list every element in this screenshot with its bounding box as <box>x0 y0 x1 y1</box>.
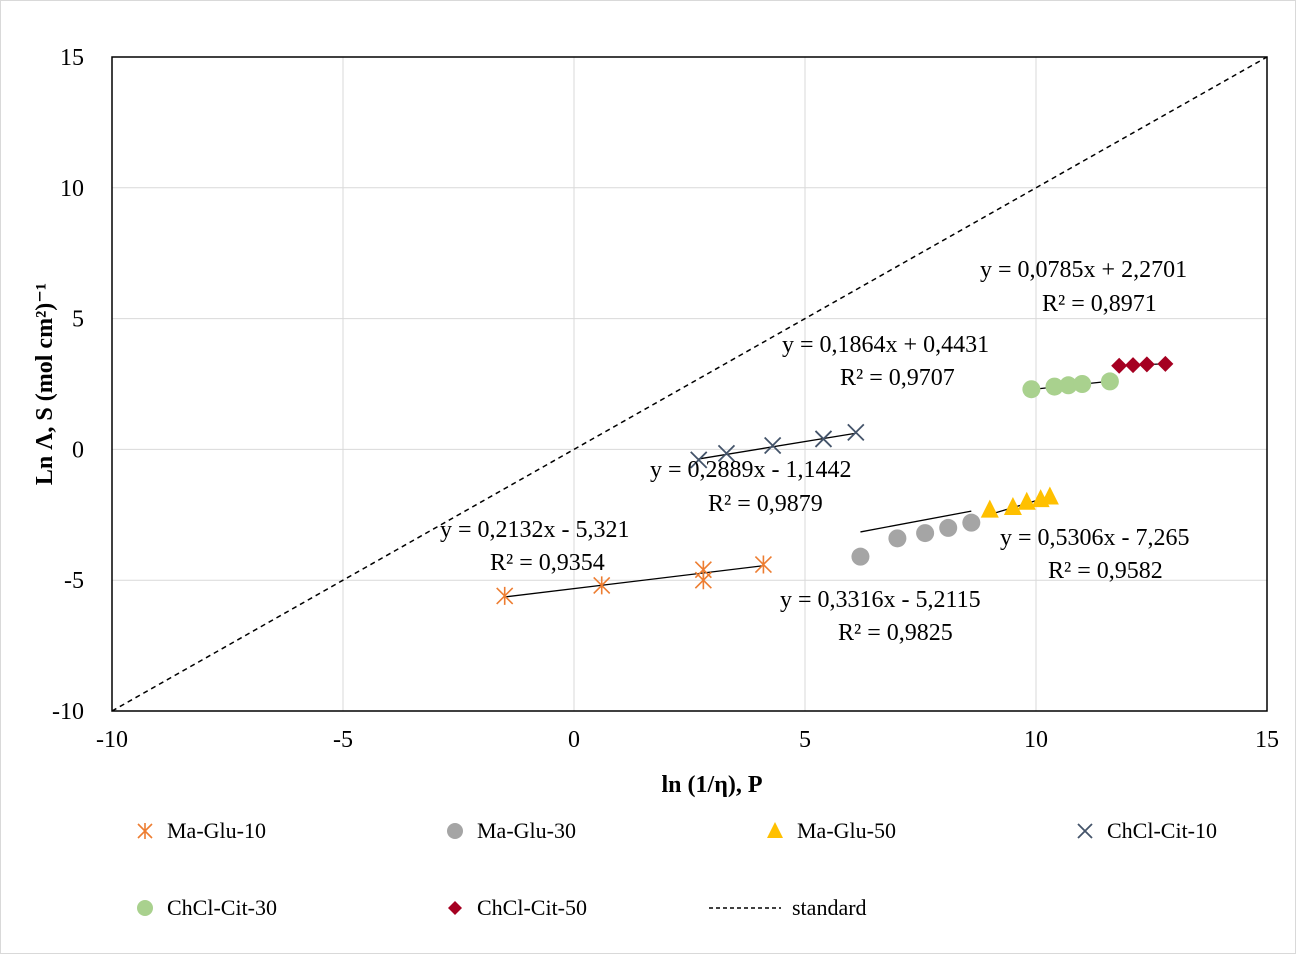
point-ma-glu-50 <box>980 499 999 518</box>
r2-chcl-cit-10: R² = 0,9879 <box>708 491 823 517</box>
equation-chcl-cit-10: y = 0,2889x - 1,1442 <box>650 457 852 483</box>
point-ma-glu-10 <box>593 576 611 595</box>
legend-marker-ma-glu-30 <box>447 823 463 839</box>
y-tick-label: -10 <box>52 699 84 725</box>
equation-chcl-cit-30: y = 0,1864x + 0,4431 <box>782 332 989 358</box>
point-ma-glu-30 <box>916 524 935 543</box>
trendline-chcl-cit-10 <box>698 432 856 460</box>
point-chcl-cit-50 <box>1125 357 1142 374</box>
x-axis-title: ln (1/η), P <box>662 772 763 798</box>
x-tick-label: 0 <box>568 727 580 753</box>
point-ma-glu-30 <box>939 518 958 537</box>
point-chcl-cit-10 <box>814 430 833 448</box>
legend-label-ma-glu-50: Ma-Glu-50 <box>797 818 896 843</box>
r2-ma-glu-50: R² = 0,9582 <box>1048 558 1163 584</box>
point-ma-glu-30 <box>851 547 870 566</box>
trendline-ma-glu-30 <box>860 510 972 533</box>
legend-label-ma-glu-30: Ma-Glu-30 <box>477 818 576 843</box>
standard-dashed-line <box>111 56 1268 712</box>
point-chcl-cit-30 <box>1073 375 1092 393</box>
point-chcl-cit-10 <box>690 451 708 469</box>
y-tick-label: 15 <box>60 45 84 71</box>
y-tick-label: 10 <box>60 176 84 202</box>
x-tick-label: 15 <box>1255 727 1279 753</box>
legend-label-standard: standard <box>792 895 867 920</box>
trendline-ma-glu-10 <box>504 565 764 598</box>
r2-chcl-cit-50: R² = 0,8971 <box>1042 291 1157 317</box>
legend-label-chcl-cit-10: ChCl-Cit-10 <box>1107 818 1217 843</box>
x-tick-label: 10 <box>1024 727 1048 753</box>
legend-label-ma-glu-10: Ma-Glu-10 <box>167 818 266 843</box>
r2-ma-glu-30: R² = 0,9825 <box>838 620 953 646</box>
point-ma-glu-50 <box>1040 486 1059 505</box>
point-chcl-cit-50 <box>1138 356 1155 373</box>
point-ma-glu-50 <box>1003 496 1022 515</box>
point-ma-glu-10 <box>694 571 712 590</box>
x-tick-label: -5 <box>333 727 353 753</box>
trendline-equations: y = 0,2132x - 5,321 R² = 0,9354 y = 0,3316… <box>440 257 1190 646</box>
point-chcl-cit-30 <box>1022 380 1041 399</box>
y-tick-label: -5 <box>64 568 84 594</box>
y-tick-label: 5 <box>72 307 84 333</box>
point-ma-glu-30 <box>888 529 907 548</box>
legend-label-chcl-cit-30: ChCl-Cit-30 <box>167 895 277 920</box>
plot-area-border <box>111 56 1268 712</box>
point-chcl-cit-50 <box>1111 357 1128 374</box>
legend-label-chcl-cit-50: ChCl-Cit-50 <box>477 895 587 920</box>
point-ma-glu-30 <box>962 513 981 532</box>
standard-line <box>111 56 1268 712</box>
r2-chcl-cit-30: R² = 0,9707 <box>840 365 955 391</box>
legend-marker-chcl-cit-50 <box>448 901 462 915</box>
equation-ma-glu-30: y = 0,3316x - 5,2115 <box>780 587 981 613</box>
legend-marker-chcl-cit-30 <box>137 900 153 916</box>
point-chcl-cit-10 <box>717 444 736 462</box>
y-tick-label: 0 <box>72 437 84 463</box>
x-tick-label: -10 <box>96 727 128 753</box>
point-ma-glu-10 <box>496 586 514 605</box>
y-axis-title: Ln Λ, S (mol cm²)⁻¹ <box>32 283 58 485</box>
r2-ma-glu-10: R² = 0,9354 <box>490 550 605 576</box>
point-chcl-cit-30 <box>1059 376 1078 395</box>
point-chcl-cit-50 <box>1157 355 1174 372</box>
equation-chcl-cit-50: y = 0,0785x + 2,2701 <box>980 257 1187 283</box>
point-chcl-cit-30 <box>1045 377 1064 396</box>
equation-ma-glu-10: y = 0,2132x - 5,321 <box>440 517 630 543</box>
point-chcl-cit-10 <box>764 436 782 455</box>
legend-marker-ma-glu-10 <box>137 823 153 839</box>
legend-marker-chcl-cit-10 <box>1077 823 1093 839</box>
tick-labels: -10 -5 0 5 10 15 -10 -5 0 5 10 15 <box>52 45 1279 753</box>
data-points <box>496 355 1174 605</box>
equation-ma-glu-50: y = 0,5306x - 7,265 <box>1000 525 1190 551</box>
point-ma-glu-50 <box>1017 491 1036 510</box>
point-chcl-cit-30 <box>1100 372 1119 391</box>
legend-marker-ma-glu-50 <box>767 822 783 838</box>
point-ma-glu-10 <box>754 555 772 574</box>
point-chcl-cit-10 <box>847 423 865 442</box>
legend: Ma-Glu-10 Ma-Glu-30 Ma-Glu-50 ChCl-Cit-10 Ch… <box>137 818 1217 920</box>
x-tick-label: 5 <box>799 727 811 753</box>
